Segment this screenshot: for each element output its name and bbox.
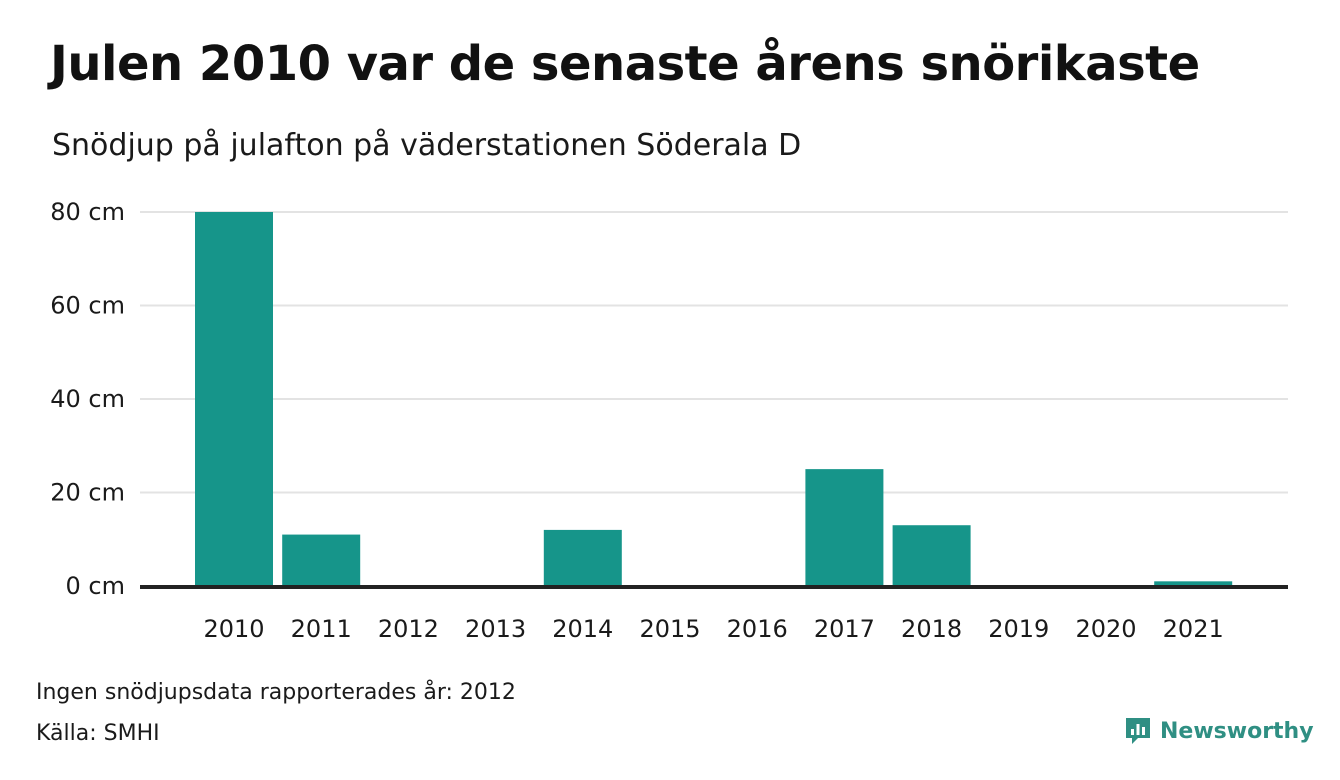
- x-tick-label: 2015: [639, 615, 700, 643]
- gridlines: [140, 211, 1288, 494]
- x-tick-label: 2017: [814, 615, 875, 643]
- logo-wordmark: Newsworthy: [1160, 718, 1314, 744]
- y-tick-label: 20 cm: [50, 479, 125, 507]
- newsworthy-logo: Newsworthy: [1124, 716, 1314, 746]
- x-tick-label: 2014: [552, 615, 613, 643]
- x-tick-label: 2018: [901, 615, 962, 643]
- x-tick-label: 2016: [727, 615, 788, 643]
- bar: [282, 534, 361, 586]
- x-tick-label: 2013: [465, 615, 526, 643]
- bar: [195, 212, 273, 586]
- bars: [195, 212, 1233, 586]
- missing-data-note: Ingen snödjupsdata rapporterades år: 201…: [36, 680, 516, 705]
- source-credit: Källa: SMHI: [36, 721, 160, 746]
- chart-subtitle: Snödjup på julafton på väderstationen Sö…: [52, 128, 802, 163]
- bar: [805, 469, 884, 586]
- x-tick-label: 2020: [1075, 615, 1136, 643]
- bar: [1154, 581, 1233, 586]
- tick-labels: 0 cm 20 cm 40 cm 60 cm 80 cm 2010 2011 2012 2013…: [50, 198, 1223, 643]
- y-tick-label: 0 cm: [66, 572, 125, 600]
- y-tick-label: 40 cm: [50, 385, 125, 413]
- newsworthy-chart-logo-icon: [1126, 718, 1150, 744]
- bar-chart: 0 cm 20 cm 40 cm 60 cm 80 cm 2010 2011 2012 2013…: [50, 198, 1288, 643]
- x-tick-label: 2019: [988, 615, 1049, 643]
- x-tick-label: 2012: [378, 615, 439, 643]
- bar: [543, 529, 622, 586]
- x-tick-label: 2021: [1163, 615, 1224, 643]
- y-tick-label: 60 cm: [50, 292, 125, 320]
- x-tick-label: 2010: [203, 615, 264, 643]
- y-tick-label: 80 cm: [50, 198, 125, 226]
- x-tick-label: 2011: [291, 615, 352, 643]
- chart-title: Julen 2010 var de senaste årens snörikas…: [50, 36, 1200, 92]
- bar: [892, 525, 971, 586]
